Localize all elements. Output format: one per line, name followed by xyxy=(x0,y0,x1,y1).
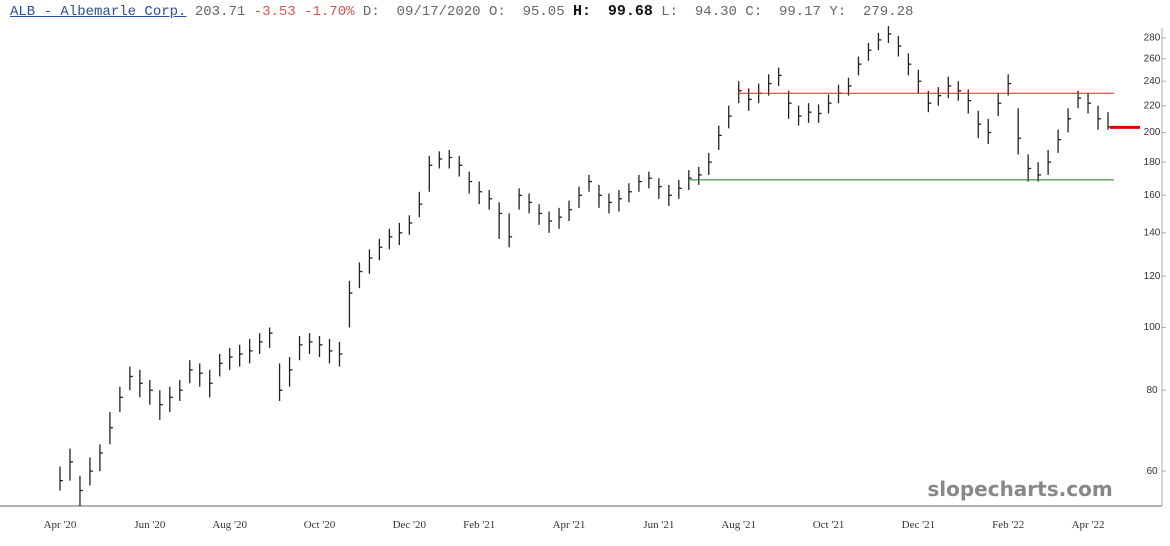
field-label: O: xyxy=(488,4,506,20)
field-label: C: xyxy=(745,4,763,20)
y-tick-label: 100 xyxy=(1144,322,1161,333)
y-tick-label: 220 xyxy=(1144,100,1161,111)
field-label: H: xyxy=(573,3,592,20)
field-value: 09/17/2020 xyxy=(396,4,481,20)
x-tick-label: Apr '21 xyxy=(553,519,586,531)
y-tick-label: 240 xyxy=(1144,76,1161,87)
x-tick-label: Feb '21 xyxy=(463,519,495,531)
header: ALB - Albemarle Corp. 203.71 -3.53 -1.70… xyxy=(10,3,913,20)
x-tick-label: Jun '20 xyxy=(134,519,166,531)
x-tick-label: Aug '21 xyxy=(721,519,756,531)
x-tick-label: Dec '20 xyxy=(393,519,427,531)
field-label: Y: xyxy=(829,4,847,20)
last-price: 203.71 xyxy=(194,4,246,20)
x-tick-label: Aug '20 xyxy=(212,519,247,531)
field-label: L: xyxy=(661,4,679,20)
y-tick-label: 180 xyxy=(1144,157,1161,168)
watermark: slopecharts.com xyxy=(927,477,1112,501)
y-tick-label: 120 xyxy=(1144,271,1161,282)
x-tick-label: Jun '21 xyxy=(643,519,674,531)
y-tick-label: 260 xyxy=(1144,53,1161,64)
x-tick-label: Oct '21 xyxy=(813,519,845,531)
y-tick-label: 140 xyxy=(1144,227,1161,238)
y-tick-label: 280 xyxy=(1144,33,1161,44)
x-tick-label: Apr '22 xyxy=(1072,519,1105,531)
y-tick-label: 160 xyxy=(1144,190,1161,201)
x-tick-label: Feb '22 xyxy=(992,519,1024,531)
field-value: 99.68 xyxy=(607,3,653,20)
y-tick-label: 60 xyxy=(1146,466,1158,477)
x-tick-label: Oct '20 xyxy=(304,519,336,531)
change: -3.53 xyxy=(253,4,296,20)
field-value: 94.30 xyxy=(694,4,737,20)
symbol-link[interactable]: ALB - Albemarle Corp. xyxy=(10,4,187,20)
y-tick-label: 200 xyxy=(1144,127,1161,138)
ohlc-fields: D: 09/17/2020 O: 95.05 H: 99.68 L: 94.30… xyxy=(355,3,914,20)
change-pct: -1.70% xyxy=(304,4,355,20)
x-tick-label: Apr '20 xyxy=(44,519,77,531)
y-tick-label: 80 xyxy=(1146,385,1158,396)
field-label: D: xyxy=(362,4,380,20)
field-value: 279.28 xyxy=(862,4,914,20)
field-value: 95.05 xyxy=(522,4,565,20)
x-tick-label: Dec '21 xyxy=(902,519,935,531)
field-value: 99.17 xyxy=(778,4,821,20)
